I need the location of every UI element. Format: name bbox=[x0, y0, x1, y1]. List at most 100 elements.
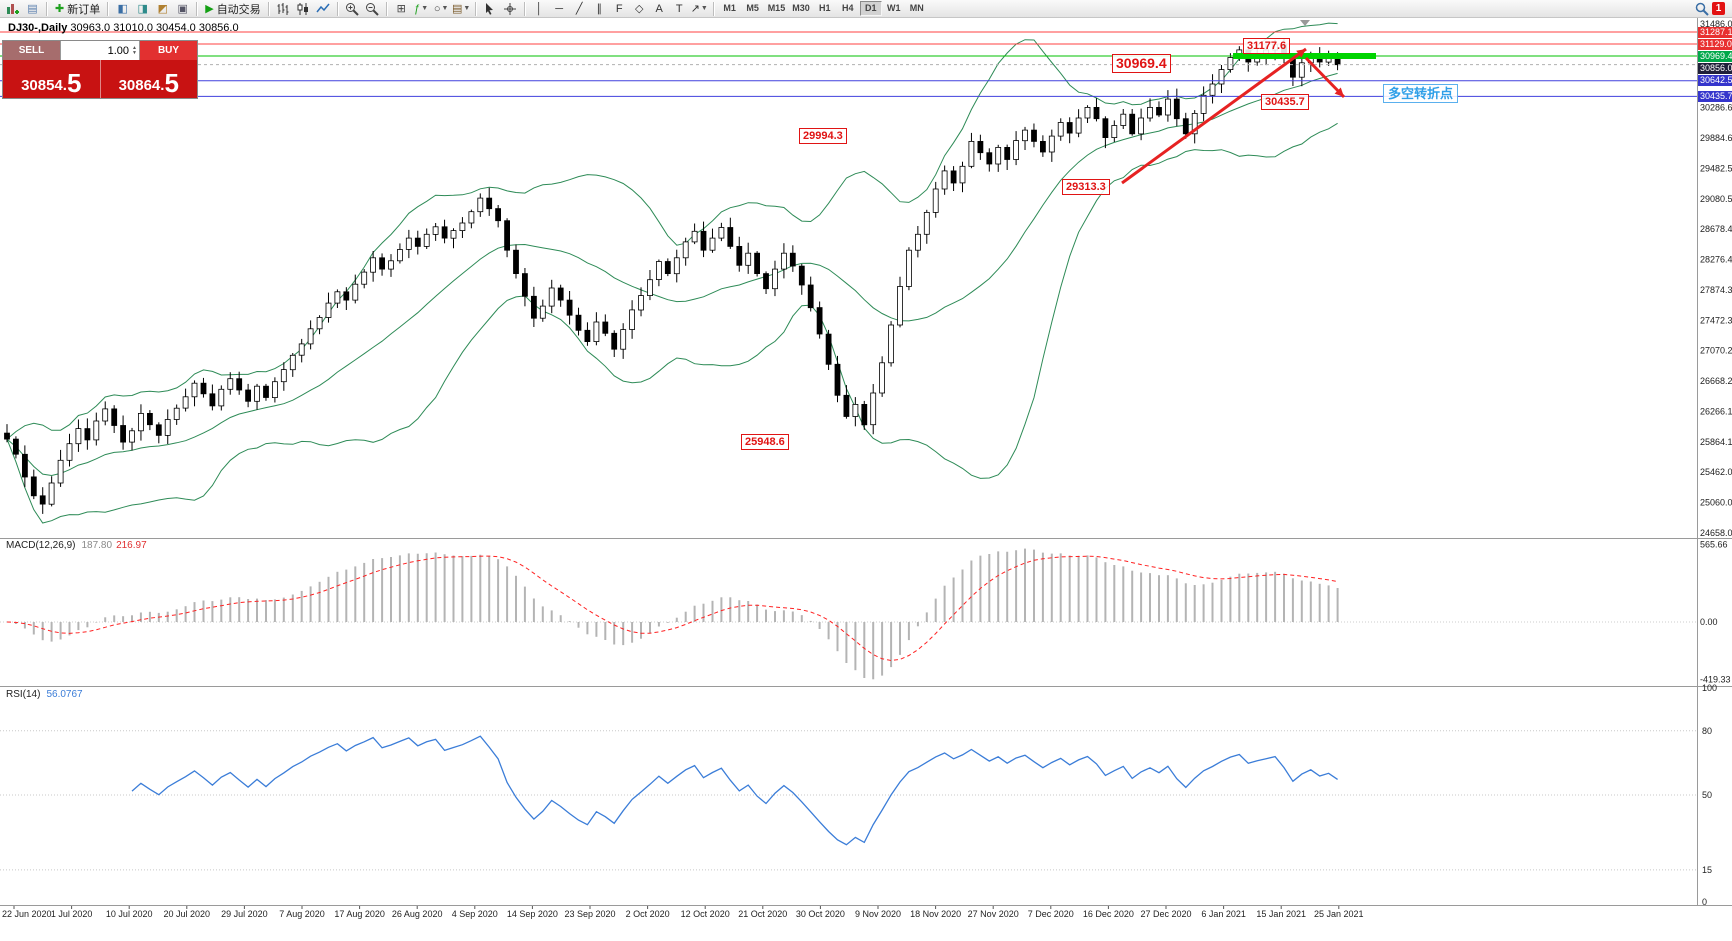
label-icon[interactable]: T bbox=[675, 2, 683, 15]
time-axis-label[interactable]: 4 Sep 2020 bbox=[452, 909, 498, 919]
cursor-icon[interactable] bbox=[481, 1, 500, 17]
new-order-button[interactable]: ✚ 新订单 bbox=[55, 2, 101, 16]
chart-shift-marker[interactable] bbox=[1300, 20, 1310, 26]
trendline-icon[interactable]: ╱ bbox=[575, 3, 583, 15]
time-axis-label[interactable]: 27 Nov 2020 bbox=[968, 909, 1019, 919]
time-axis-label[interactable]: 7 Dec 2020 bbox=[1028, 909, 1074, 919]
shapes-icon[interactable]: ◇ bbox=[634, 3, 644, 15]
low-label-25948[interactable]: 25948.6 bbox=[741, 433, 789, 450]
volume-input[interactable]: 1.00 ▲ ▼ bbox=[60, 41, 140, 60]
chart-profiles-icon[interactable]: ▤ bbox=[27, 3, 38, 15]
time-axis-label[interactable]: 14 Sep 2020 bbox=[507, 909, 558, 919]
rsi-value: 56.0767 bbox=[46, 689, 83, 700]
tile-windows-icon[interactable]: ⊞ bbox=[396, 3, 406, 15]
one-click-trading-panel: SELL 1.00 ▲ ▼ BUY 30854. 5 30864. 5 bbox=[2, 40, 198, 99]
price-axis-label: 29884.6 bbox=[1700, 133, 1732, 143]
rsi-line bbox=[131, 735, 1338, 846]
bollinger-bands bbox=[6, 22, 1338, 524]
time-axis-label[interactable]: 16 Dec 2020 bbox=[1083, 909, 1134, 919]
templates-icon[interactable]: ▤ ▼ bbox=[452, 3, 471, 15]
time-axis-label[interactable]: 23 Sep 2020 bbox=[564, 909, 615, 919]
arrows-icon[interactable]: ↗ ▼ bbox=[690, 3, 708, 15]
timeframe-m5-button[interactable]: M5 bbox=[746, 3, 759, 13]
main-toolbar: ▤ ✚ 新订单 ◧ ◨ ◩ ▣ ▶ 自动交易 ⊞ ƒ ▼ ○ ▼ ▤ ▼ │ ─ ╱ ∥ F ◇ A T ↗ ▼ M1 M5 M15 M3… bbox=[0, 0, 1732, 18]
time-axis-label[interactable]: 1 Jul 2020 bbox=[51, 909, 93, 919]
turning-point-label[interactable]: 多空转折点 bbox=[1383, 84, 1459, 103]
data-window-icon[interactable]: ◨ bbox=[137, 3, 148, 15]
spinner-down-icon[interactable]: ▼ bbox=[132, 49, 137, 56]
terminal-icon[interactable]: ▣ bbox=[177, 3, 188, 15]
timeframe-d1-button[interactable]: D1 bbox=[859, 1, 882, 16]
support-label-30435[interactable]: 30435.7 bbox=[1261, 94, 1309, 111]
search-icon[interactable] bbox=[1692, 1, 1711, 17]
time-axis-label[interactable]: 27 Dec 2020 bbox=[1140, 909, 1191, 919]
timeframe-m30-button[interactable]: M30 bbox=[792, 3, 810, 13]
time-axis-label[interactable]: 15 Jan 2021 bbox=[1256, 909, 1306, 919]
price-tag-30642.5: 30642.5 bbox=[1698, 75, 1732, 87]
text-icon[interactable]: A bbox=[655, 2, 663, 15]
time-axis-label[interactable]: 17 Aug 2020 bbox=[334, 909, 385, 919]
time-axis-label[interactable]: 30 Oct 2020 bbox=[796, 909, 845, 919]
time-axis-label[interactable]: 9 Nov 2020 bbox=[855, 909, 901, 919]
price-axis-label: 25060.0 bbox=[1700, 498, 1732, 508]
rsi-header: RSI(14) 56.0767 bbox=[6, 689, 83, 700]
candlestick-chart-icon[interactable] bbox=[294, 1, 313, 17]
new-chart-icon[interactable] bbox=[3, 1, 22, 17]
buy-button[interactable]: BUY bbox=[140, 41, 197, 60]
indicators-icon[interactable]: ƒ ▼ bbox=[414, 2, 429, 15]
timeframe-h1-button[interactable]: H1 bbox=[818, 3, 831, 13]
timeframe-mn-button[interactable]: MN bbox=[909, 3, 924, 13]
zoom-in-icon[interactable] bbox=[343, 1, 362, 17]
level-label-29313[interactable]: 29313.3 bbox=[1062, 179, 1110, 196]
spinner-up-icon[interactable]: ▲ bbox=[132, 44, 137, 51]
timeframe-m15-button[interactable]: M15 bbox=[767, 3, 786, 13]
macd-name: MACD(12,26,9) bbox=[6, 540, 76, 551]
channel-icon[interactable]: ∥ bbox=[596, 3, 602, 15]
line-chart-icon[interactable] bbox=[314, 1, 333, 17]
time-axis-label[interactable]: 29 Jul 2020 bbox=[221, 909, 268, 919]
crosshair-icon[interactable] bbox=[501, 1, 520, 17]
price-axis-label: 28678.4 bbox=[1700, 224, 1732, 234]
horizontal-line-icon[interactable]: ─ bbox=[555, 2, 564, 15]
time-axis-label[interactable]: 18 Nov 2020 bbox=[910, 909, 961, 919]
autotrading-button[interactable]: ▶ 自动交易 bbox=[205, 2, 261, 16]
sell-price-button[interactable]: 30854. 5 bbox=[3, 60, 101, 98]
time-axis-label[interactable]: 20 Jul 2020 bbox=[164, 909, 211, 919]
ohlc-values: 30963.0 31010.0 30454.0 30856.0 bbox=[70, 22, 239, 34]
time-axis-label[interactable]: 6 Jan 2021 bbox=[1201, 909, 1246, 919]
time-axis-label[interactable]: 25 Jan 2021 bbox=[1314, 909, 1364, 919]
toolbar-separator bbox=[336, 1, 339, 16]
volume-spinner[interactable]: ▲ ▼ bbox=[132, 44, 137, 56]
trend-arrow-1[interactable] bbox=[1304, 56, 1346, 99]
fibonacci-icon[interactable]: F bbox=[615, 2, 623, 15]
high-label-31177[interactable]: 31177.6 bbox=[1243, 38, 1291, 55]
resistance-label-30969[interactable]: 30969.4 bbox=[1112, 54, 1171, 73]
notification-badge[interactable]: 1 bbox=[1712, 2, 1725, 15]
vertical-line-icon[interactable]: │ bbox=[535, 2, 543, 15]
time-axis-label[interactable]: 10 Jul 2020 bbox=[106, 909, 153, 919]
navigator-icon[interactable]: ◩ bbox=[157, 3, 168, 15]
price-tag-31129.0: 31129.0 bbox=[1698, 38, 1732, 50]
buy-price-button[interactable]: 30864. 5 bbox=[100, 60, 197, 98]
rsi-axis-label: 100 bbox=[1702, 683, 1717, 693]
trend-arrow-0[interactable] bbox=[1121, 47, 1307, 185]
time-axis-label[interactable]: 21 Oct 2020 bbox=[738, 909, 787, 919]
toolbar-separator bbox=[523, 1, 526, 16]
timeframe-w1-button[interactable]: W1 bbox=[886, 3, 901, 13]
time-axis-label[interactable]: 22 Jun 2020 bbox=[2, 909, 52, 919]
level-label-29994[interactable]: 29994.3 bbox=[799, 127, 847, 144]
market-watch-icon[interactable]: ◧ bbox=[117, 3, 128, 15]
periods-icon[interactable]: ○ ▼ bbox=[433, 2, 449, 15]
zoom-out-icon[interactable] bbox=[363, 1, 382, 17]
timeframe-h4-button[interactable]: H4 bbox=[841, 3, 854, 13]
time-axis-label[interactable]: 2 Oct 2020 bbox=[626, 909, 670, 919]
time-axis-label[interactable]: 7 Aug 2020 bbox=[279, 909, 325, 919]
time-axis-label[interactable]: 26 Aug 2020 bbox=[392, 909, 443, 919]
sell-button[interactable]: SELL bbox=[3, 41, 60, 60]
timeframe-m1-button[interactable]: M1 bbox=[723, 3, 736, 13]
chart-title: DJ30-,Daily 30963.0 31010.0 30454.0 3085… bbox=[8, 22, 239, 34]
time-axis-label[interactable]: 12 Oct 2020 bbox=[681, 909, 730, 919]
bar-chart-icon[interactable] bbox=[274, 1, 293, 17]
